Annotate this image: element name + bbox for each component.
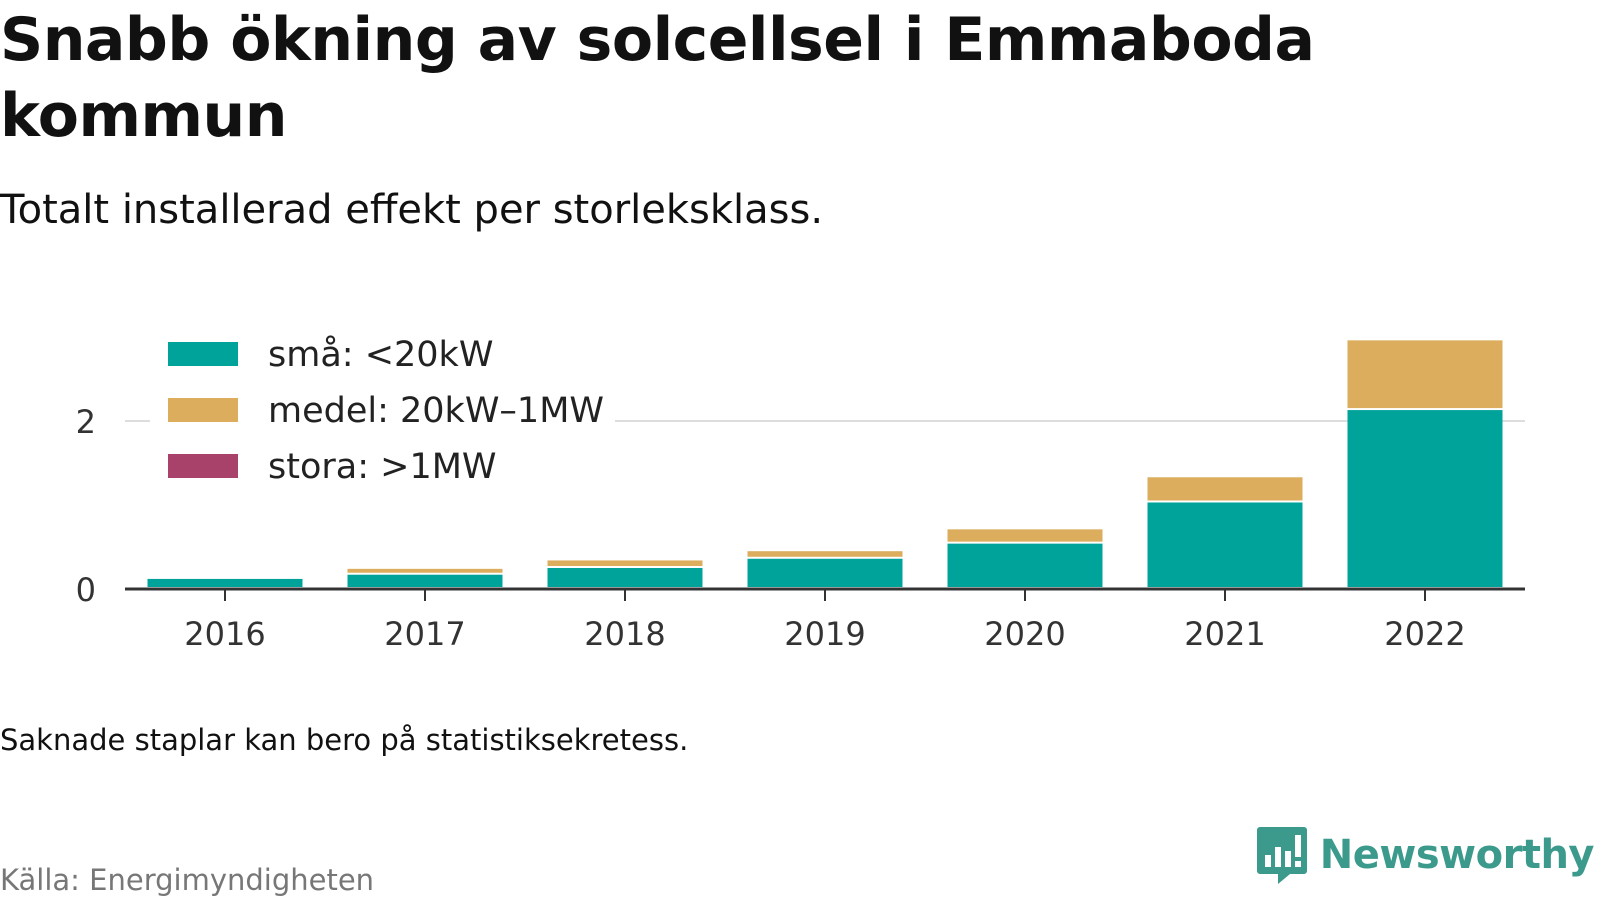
x-tick-label: 2020 — [984, 615, 1065, 653]
bars-layer — [147, 340, 1503, 587]
legend: små: <20kW medel: 20kW–1MW stora: >1MW — [150, 320, 615, 496]
bar-segment — [347, 574, 503, 587]
source-text: Källa: Energimyndigheten — [0, 863, 375, 897]
legend-label: små: <20kW — [268, 334, 493, 375]
bar-segment — [1147, 477, 1303, 501]
bar-segment — [1347, 340, 1503, 409]
bar-segment — [1347, 410, 1503, 587]
axis-layer: 0 2 2016 2017 2018 2019 2020 2021 2022 — [76, 403, 1525, 653]
x-tick-label: 2016 — [184, 615, 265, 653]
y-tick-label: 2 — [76, 403, 96, 441]
bar-segment — [1147, 502, 1303, 587]
x-tick-label: 2022 — [1384, 615, 1465, 653]
brand-logo[interactable]: Newsworthy — [1256, 824, 1595, 886]
x-tick-label: 2017 — [384, 615, 465, 653]
stacked-bar-chart: 0 2 2016 2017 2018 2019 2020 2021 2022 små: <20k… — [76, 320, 1525, 653]
legend-swatch — [168, 398, 238, 422]
y-tick-label: 0 — [76, 571, 96, 609]
bar-segment — [947, 543, 1103, 587]
legend-swatch — [168, 342, 238, 366]
x-tick-label: 2019 — [784, 615, 865, 653]
footnote: Saknade staplar kan bero på statistiksek… — [0, 723, 689, 757]
x-tick-label: 2021 — [1184, 615, 1265, 653]
newsworthy-logo-icon — [1256, 827, 1307, 884]
bar-segment — [147, 578, 303, 587]
bar-segment — [747, 551, 903, 557]
bar-segment — [347, 568, 503, 573]
bar-segment — [747, 558, 903, 587]
legend-label: stora: >1MW — [268, 447, 497, 487]
bar-segment — [947, 529, 1103, 542]
bar-segment — [547, 560, 703, 566]
bar-segment — [547, 568, 703, 587]
legend-swatch — [168, 454, 238, 478]
chart-subtitle: Totalt installerad effekt per storlekskl… — [0, 187, 824, 233]
legend-label: medel: 20kW–1MW — [268, 391, 604, 431]
x-tick-label: 2018 — [584, 615, 665, 653]
brand-name: Newsworthy — [1319, 832, 1595, 878]
chart-title: Snabb ökning av solcellsel i Emmaboda ko… — [0, 5, 1315, 151]
